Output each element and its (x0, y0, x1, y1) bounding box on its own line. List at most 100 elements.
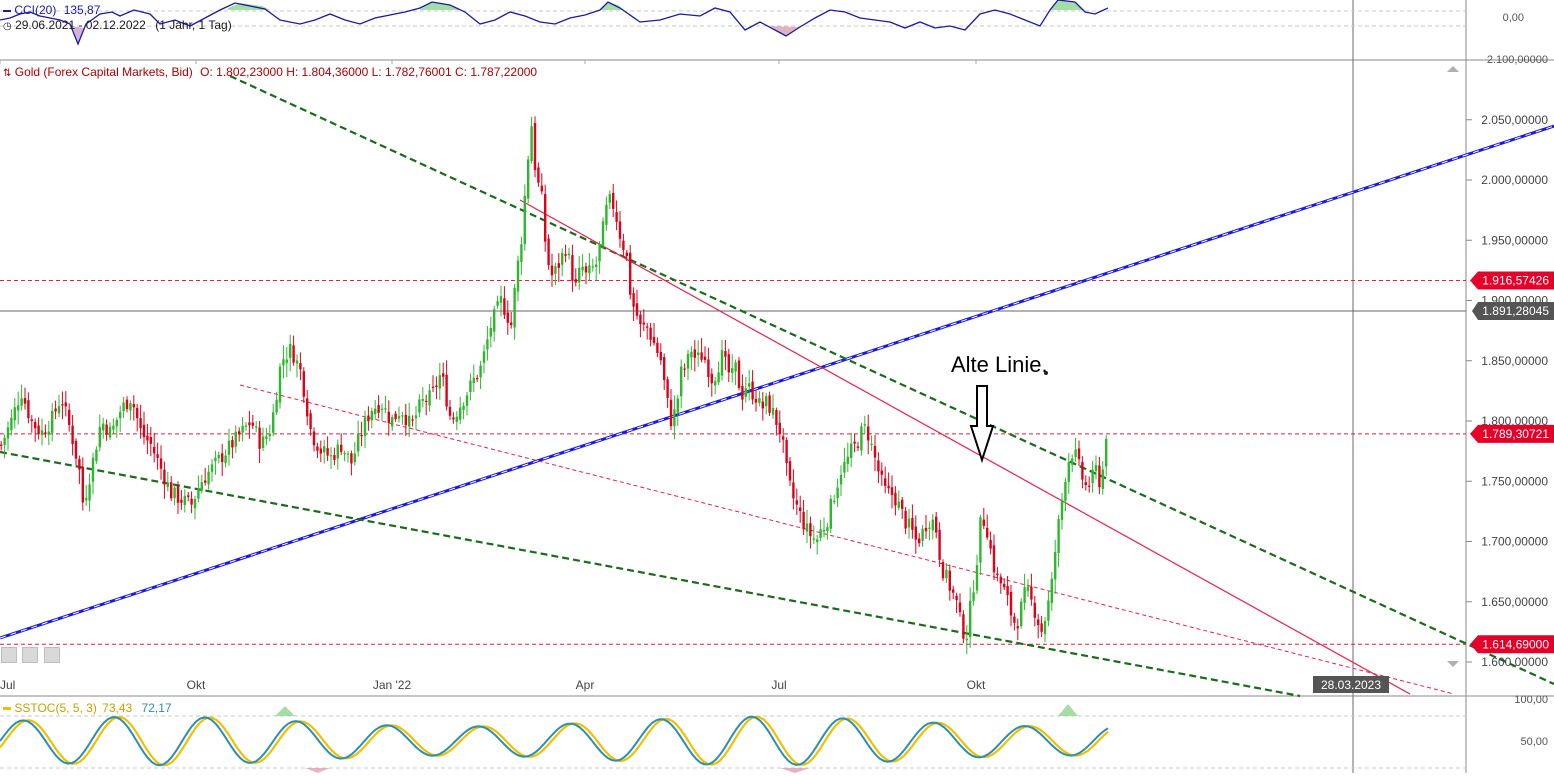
candle-body (163, 469, 166, 485)
candle-body (278, 366, 282, 403)
candle-body (61, 404, 64, 406)
candle-body (673, 409, 676, 427)
candle-body (40, 430, 44, 436)
candle-body (1009, 591, 1013, 616)
candle-body (122, 402, 125, 412)
candle-body (1006, 585, 1009, 596)
tool-button-3[interactable] (44, 647, 60, 663)
price-level-label: 1.789,30721 (1482, 427, 1549, 441)
tool-button-1[interactable] (1, 647, 17, 663)
candle-body (775, 410, 778, 425)
candle-body (20, 398, 23, 406)
scroll-up-icon[interactable] (1447, 66, 1459, 72)
candle-body (462, 405, 465, 410)
candle-body (384, 408, 387, 410)
candle-body (142, 424, 146, 438)
candle-body (401, 415, 404, 417)
stoch-oversold-fill (305, 768, 330, 773)
candle-body (357, 434, 360, 452)
candle-body (1026, 586, 1030, 591)
green-resistance-trendline[interactable] (229, 75, 1554, 685)
price-legend[interactable]: ⇅ Gold (Forex Capital Markets, Bid) O: 1… (3, 65, 537, 79)
candle-body (493, 309, 496, 332)
candle-body (928, 527, 931, 529)
candle-body (149, 437, 152, 444)
candle-body (442, 373, 445, 377)
blue-trendline-dash (0, 125, 1554, 639)
green-lower-trendline[interactable] (0, 450, 1301, 698)
candle-body (136, 407, 139, 419)
cci-legend[interactable]: CCI(20) 135,87 (3, 3, 100, 17)
candle-body (187, 495, 190, 497)
stoch-overbought-fill (1058, 704, 1078, 716)
candle-body (924, 527, 928, 532)
candle-body (595, 264, 598, 268)
candle-body (428, 390, 431, 406)
candle-body (1043, 620, 1047, 635)
candle-body (622, 240, 625, 251)
candle-body (146, 435, 149, 441)
candle-body (890, 487, 894, 496)
stoch-k-value: 73,43 (102, 701, 133, 715)
candle-body (513, 287, 516, 328)
x-tick-label: Okt (187, 678, 206, 692)
candle-body (935, 516, 938, 533)
price-level-label: 1.916,57426 (1482, 274, 1549, 288)
candle-body (438, 375, 441, 389)
candle-body (833, 500, 836, 503)
y-tick-label: 2.000,00000 (1481, 173, 1548, 187)
candle-body (6, 427, 10, 439)
candle-body (901, 499, 904, 509)
stoch-oversold-fill (780, 768, 810, 773)
candle-body (537, 167, 540, 183)
candle-body (737, 360, 741, 388)
candle-body (78, 459, 81, 470)
candle-body (693, 349, 696, 358)
candle-body (1105, 438, 1108, 467)
candle-body (425, 400, 428, 403)
candle-body (911, 518, 914, 530)
candle-body (374, 408, 377, 415)
candle-body (95, 449, 98, 462)
date-marker-label: 28.03.2023 (1321, 678, 1381, 692)
candle-body (843, 461, 846, 473)
candle-body (965, 638, 968, 641)
candle-body (727, 354, 730, 373)
y-tick-label: 1.600,00000 (1481, 655, 1548, 669)
candle-body (326, 448, 329, 456)
candle-body (564, 254, 567, 256)
candle-body (771, 407, 775, 415)
candle-body (360, 435, 363, 437)
candle-body (435, 385, 438, 387)
price-grid (0, 280, 1466, 645)
candle-body (591, 266, 594, 268)
price-level-tag (1470, 424, 1554, 443)
candle-body (112, 425, 115, 430)
candle-body (10, 417, 13, 431)
candle-body (119, 412, 122, 419)
cci-axis-zero: 0,00 (1503, 12, 1524, 24)
cci-title: CCI(20) (14, 3, 57, 17)
tool-button-2[interactable] (22, 647, 38, 663)
candle-body (659, 351, 662, 361)
candle-body (465, 395, 469, 406)
candle-body (1054, 551, 1057, 580)
candle-body (319, 448, 322, 454)
candle-body (224, 455, 227, 464)
candle-body (353, 453, 356, 463)
scroll-down-icon[interactable] (1447, 661, 1459, 667)
candle-body (785, 439, 788, 464)
red-dashed-trendline[interactable] (239, 384, 1455, 695)
candle-body (391, 417, 394, 427)
candle-body (68, 409, 71, 425)
candle-body (717, 372, 720, 383)
candle-body (115, 419, 118, 427)
candle-body (850, 443, 853, 459)
candle-body (992, 545, 996, 573)
candle-body (81, 466, 84, 503)
candle-body (805, 523, 809, 532)
stoch-legend[interactable]: SSTOC(5, 5, 3) 73,43 72,17 (3, 701, 172, 715)
red-trendline[interactable] (519, 199, 1411, 695)
down-arrow-annotation[interactable] (969, 385, 995, 464)
